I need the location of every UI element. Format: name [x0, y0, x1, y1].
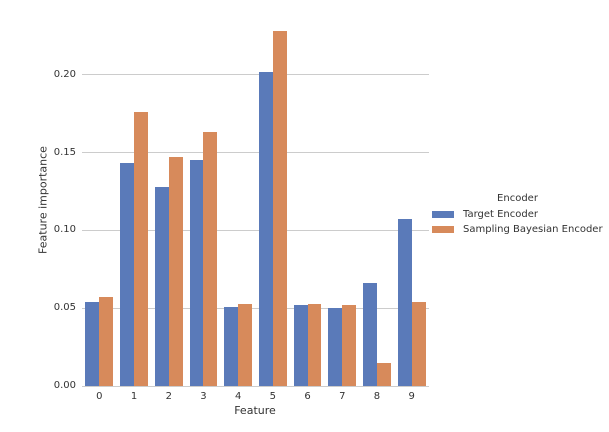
bar-sampling-bayesian-encoder-feature-4: [238, 303, 253, 386]
x-tick-label: 6: [304, 391, 311, 402]
bar-sampling-bayesian-encoder-feature-3: [203, 132, 218, 386]
gridline: [82, 307, 429, 309]
gridline: [82, 229, 429, 231]
bar-sampling-bayesian-encoder-feature-8: [376, 362, 391, 386]
y-axis-label: Feature importance: [36, 146, 50, 254]
legend-item-label: Sampling Bayesian Encoder: [463, 223, 603, 235]
plot-area: [82, 14, 429, 387]
y-tick-label: 0.20: [53, 68, 76, 80]
bar-target-encoder-feature-6: [293, 305, 308, 386]
x-tick-label: 5: [269, 391, 277, 402]
gridline: [82, 385, 429, 387]
gridline: [82, 152, 429, 154]
x-axis-label: Feature: [234, 404, 276, 417]
x-tick-label: 1: [130, 391, 138, 402]
y-tick-label: 0.15: [53, 146, 76, 158]
bar-target-encoder-feature-0: [85, 301, 100, 386]
x-tick-label: 0: [96, 391, 103, 402]
y-tick-label: 0.00: [53, 380, 76, 391]
x-tick-label: 2: [165, 391, 172, 402]
bar-sampling-bayesian-encoder-feature-1: [134, 112, 148, 386]
bar-target-encoder-feature-7: [328, 308, 343, 386]
y-tick-label: 0.10: [53, 224, 76, 236]
legend-items: Target Encoder Sampling Bayesian Encoder: [427, 207, 608, 237]
legend-swatch: [432, 226, 454, 233]
gridline: [82, 74, 429, 76]
bar-sampling-bayesian-encoder-feature-7: [342, 305, 357, 386]
x-tick-label: 4: [234, 391, 242, 402]
legend-item-label: Target Encoder: [463, 208, 538, 220]
x-tick-label: 8: [373, 391, 381, 402]
bar-sampling-bayesian-encoder-feature-0: [99, 297, 114, 386]
bar-sampling-bayesian-encoder-feature-2: [168, 157, 183, 386]
x-tick-label: 3: [200, 391, 207, 402]
bar-target-encoder-feature-3: [189, 160, 204, 386]
bar-target-encoder-feature-9: [397, 219, 412, 386]
bar-sampling-bayesian-encoder-feature-5: [272, 31, 287, 386]
legend-item: Sampling Bayesian Encoder: [427, 222, 608, 237]
legend-title: Encoder: [497, 193, 538, 204]
y-tick-label: 0.05: [53, 302, 76, 314]
bar-target-encoder-feature-4: [224, 306, 239, 386]
x-tick-label: 7: [339, 391, 346, 402]
bar-target-encoder-feature-5: [258, 71, 273, 386]
x-tick-label: 9: [408, 391, 415, 402]
legend-item: Target Encoder: [427, 207, 608, 222]
legend-swatch: [432, 211, 454, 218]
legend: Encoder Target Encoder Sampling Bayesian …: [427, 192, 608, 237]
bar-target-encoder-feature-2: [154, 186, 169, 386]
bar-sampling-bayesian-encoder-feature-9: [411, 301, 426, 386]
bar-sampling-bayesian-encoder-feature-6: [307, 303, 322, 386]
bar-target-encoder-feature-8: [363, 283, 377, 386]
bar-target-encoder-feature-1: [120, 163, 135, 386]
